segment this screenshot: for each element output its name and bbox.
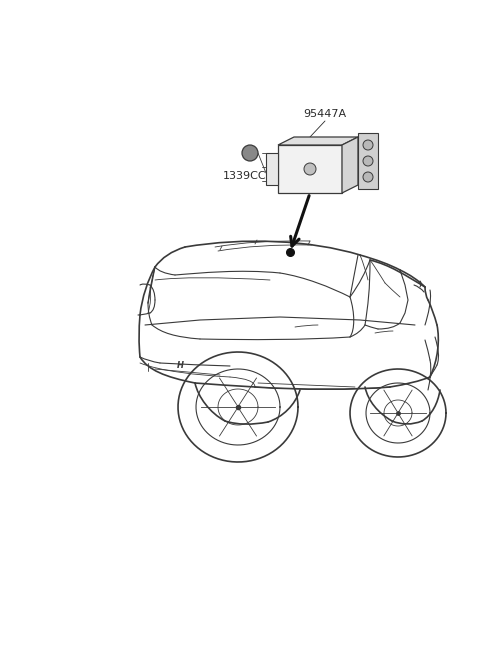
Polygon shape	[278, 137, 358, 145]
Polygon shape	[342, 137, 358, 193]
Polygon shape	[266, 153, 278, 185]
Text: H: H	[177, 362, 183, 371]
Circle shape	[242, 145, 258, 161]
Polygon shape	[278, 145, 342, 193]
Text: 1339CC: 1339CC	[223, 171, 267, 181]
Circle shape	[363, 156, 373, 166]
Circle shape	[304, 163, 316, 175]
Circle shape	[363, 140, 373, 150]
Circle shape	[363, 172, 373, 182]
Text: 95447A: 95447A	[303, 109, 347, 119]
Polygon shape	[358, 133, 378, 189]
